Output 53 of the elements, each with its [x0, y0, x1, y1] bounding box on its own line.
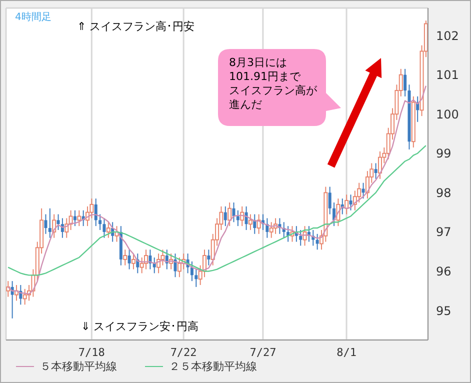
annotation: 8月3日には [229, 56, 287, 70]
candlestick [152, 256, 156, 274]
candlestick [374, 162, 378, 180]
candlestick [378, 150, 382, 180]
candlestick [349, 194, 352, 211]
annotation: ⇑ スイスフラン高･円安 [77, 19, 195, 34]
candlestick [106, 222, 110, 238]
candlestick [131, 253, 136, 270]
candlestick [73, 210, 76, 227]
candlestick [248, 214, 252, 230]
candlestick [302, 226, 307, 246]
y-tick-label: 98 [436, 186, 452, 200]
candlestick [56, 214, 60, 230]
candlestick [123, 249, 128, 266]
candlestick [128, 249, 131, 270]
candlestick [362, 182, 365, 200]
x-tick-label: 7/18 [78, 346, 105, 359]
candlestick [22, 288, 27, 306]
candlestick [207, 249, 210, 266]
candlestick [299, 229, 302, 246]
candlestick [177, 256, 182, 278]
y-tick-label: 102 [436, 28, 459, 43]
candlestick [194, 268, 198, 288]
annotation: 4時間足 [15, 10, 52, 24]
annotation: ⇓ スイスフラン安･円高 [81, 319, 199, 334]
candlestick [224, 206, 227, 227]
candlestick [404, 68, 407, 97]
legend-label: ５本移動平均線 [40, 359, 117, 374]
annotation: スイスフラン高が [229, 84, 317, 98]
candlestick [328, 186, 332, 215]
x-tick-label: 8/1 [336, 346, 356, 359]
x-tick-label: 7/22 [170, 346, 197, 359]
annotation: 101.91円まで [229, 70, 300, 84]
annotation: 進んだ [229, 98, 262, 112]
candlestick [256, 214, 261, 234]
candlestick [156, 253, 161, 274]
candlestick [232, 202, 236, 223]
y-tick-label: 99 [436, 146, 452, 161]
y-tick-label: 100 [436, 107, 459, 122]
candlestick [102, 218, 106, 238]
legend-label: ２５本移動平均線 [169, 359, 257, 374]
candlestick [98, 214, 102, 230]
y-tick-label: 96 [436, 264, 452, 279]
candlestick [77, 210, 82, 227]
y-tick-label: 101 [436, 68, 459, 82]
y-tick-label: 97 [436, 225, 452, 240]
candlestick [228, 202, 232, 227]
candlestick [48, 208, 52, 238]
candlestick [269, 222, 274, 238]
candlestick [44, 214, 48, 234]
y-tick-label: 95 [436, 304, 452, 318]
x-tick-label: 7/27 [250, 346, 276, 359]
candlestick [236, 210, 240, 227]
